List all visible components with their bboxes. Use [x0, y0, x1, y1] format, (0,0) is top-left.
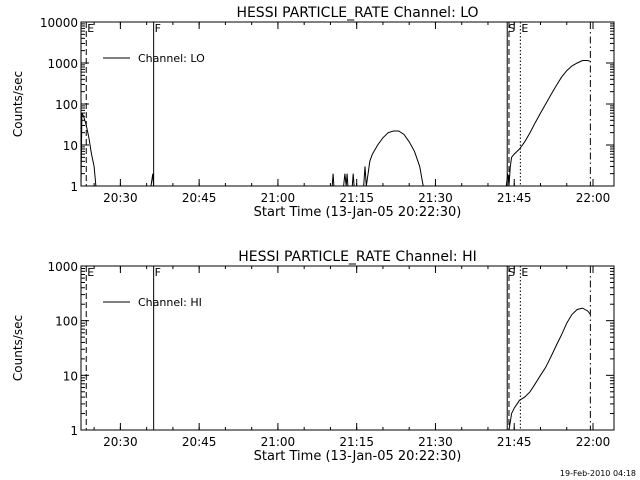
panel-2-y-axis-label: Counts/sec — [11, 315, 25, 381]
panel-1-plot-frame — [80, 21, 615, 187]
panel-2-x-tick-label-0: 20:30 — [103, 435, 138, 449]
panel-2-marker-label-0: E — [87, 266, 94, 279]
panel-1-chart: HESSI PARTICLE_RATE Channel: LO Start Tim… — [11, 5, 615, 220]
panel-1-y-tick-label-4: 10000 — [40, 16, 78, 30]
panel-1-title: HESSI PARTICLE_RATE Channel: LO — [236, 5, 478, 21]
panel-1-marker-label-1: F — [155, 22, 161, 35]
panel-1-series-0-segment-6 — [505, 60, 591, 186]
panel-1-y-tick-label-1: 10 — [63, 139, 78, 153]
panel-2-plot-frame — [80, 265, 615, 431]
panel-1-x-tick-label-6: 22:00 — [576, 191, 611, 205]
panel-1-series-0-segment-1 — [150, 173, 155, 186]
panel-2-x-tick-label-3: 21:15 — [339, 435, 374, 449]
panel-1-y-tick-label-3: 1000 — [47, 57, 78, 71]
panel-1-marker-label-2: S — [508, 22, 515, 35]
panel-2-x-axis-label: Start Time (13-Jan-05 20:22:30) — [254, 449, 462, 464]
panel-2-y-tick-label-2: 100 — [55, 315, 78, 329]
panel-2-legend-label: Channel: HI — [138, 296, 202, 309]
panel-1-marker-label-4: E — [521, 22, 528, 35]
panel-1-series-0-segment-5 — [363, 130, 424, 186]
panel-1-x-tick-label-5: 21:45 — [497, 191, 532, 205]
panel-1-x-tick-label-4: 21:30 — [418, 191, 453, 205]
panel-1-x-tick-label-3: 21:15 — [339, 191, 374, 205]
panel-2-chart: HESSI PARTICLE_RATE Channel: HI Start Tim… — [11, 249, 615, 464]
panel-1-y-axis-label: Counts/sec — [11, 71, 25, 137]
footer-timestamp: 19-Feb-2010 04:18 — [559, 469, 636, 478]
panel-1-series-0-segment-4 — [351, 173, 355, 186]
panel-1-series-0-segment-0 — [81, 112, 97, 186]
panel-2-series-0-segment-0 — [508, 307, 591, 430]
panel-2-title: HESSI PARTICLE_RATE Channel: HI — [238, 249, 476, 265]
panel-2-x-tick-label-2: 21:00 — [261, 435, 296, 449]
panel-1-series-0-segment-2 — [331, 173, 335, 186]
panel-2-x-tick-label-1: 20:45 — [182, 435, 217, 449]
panel-1-y-tick-label-2: 100 — [55, 98, 78, 112]
panel-1-x-axis-label: Start Time (13-Jan-05 20:22:30) — [254, 205, 462, 220]
panel-2-marker-label-1: F — [155, 266, 161, 279]
panel-2-marker-label-2: S — [508, 266, 515, 279]
panel-1-series-0-segment-3 — [343, 173, 349, 186]
panel-1-marker-label-0: E — [87, 22, 94, 35]
panel-1-x-tick-label-2: 21:00 — [261, 191, 296, 205]
panel-1-x-tick-label-1: 20:45 — [182, 191, 217, 205]
panel-1-y-tick-label-0: 1 — [70, 180, 78, 194]
panel-2-y-tick-label-3: 1000 — [47, 260, 78, 274]
panel-2-marker-label-4: E — [521, 266, 528, 279]
panel-1-legend-label: Channel: LO — [138, 52, 205, 65]
panel-2-x-tick-label-5: 21:45 — [497, 435, 532, 449]
panel-2-y-tick-label-1: 10 — [63, 369, 78, 383]
panel-2-x-tick-label-6: 22:00 — [576, 435, 611, 449]
panel-1-x-tick-label-0: 20:30 — [103, 191, 138, 205]
panel-2-y-tick-label-0: 1 — [70, 424, 78, 438]
panel-2-x-tick-label-4: 21:30 — [418, 435, 453, 449]
